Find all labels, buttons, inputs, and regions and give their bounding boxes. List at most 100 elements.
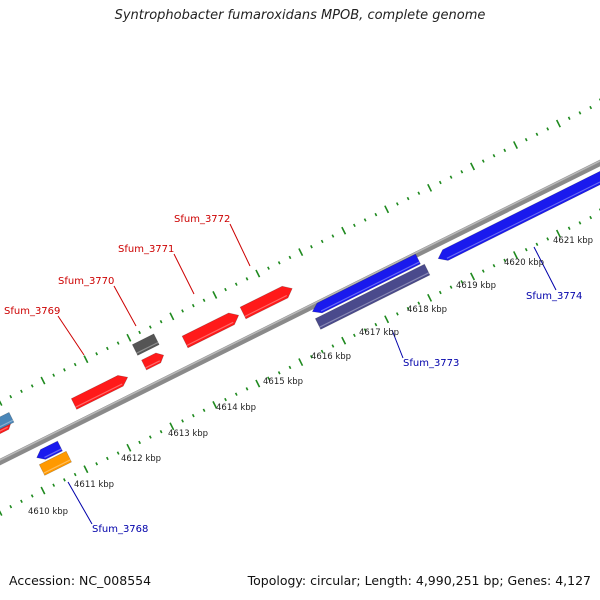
outer-ring-major-tick xyxy=(255,269,261,278)
outer-ring-major-tick xyxy=(126,333,132,342)
inner-ring-major-tick xyxy=(341,336,347,345)
outer-ring-minor-tick xyxy=(374,212,378,217)
gene-box-gray xyxy=(131,333,160,356)
outer-ring-minor-tick xyxy=(449,175,453,179)
outer-ring-major-tick xyxy=(427,183,433,192)
outer-ring-major-tick xyxy=(384,205,390,214)
inner-ring-minor-tick xyxy=(148,435,152,439)
outer-ring-minor-tick xyxy=(52,373,56,377)
inner-ring-major-tick xyxy=(40,486,46,495)
outer-ring-major-tick xyxy=(212,290,218,299)
outer-ring-minor-tick xyxy=(363,218,367,222)
inner-ring-minor-tick xyxy=(374,322,378,327)
outer-ring-minor-tick xyxy=(310,245,313,249)
outer-ring-minor-tick xyxy=(30,384,34,388)
inner-ring-major-tick xyxy=(212,400,218,409)
outer-ring-minor-tick xyxy=(245,277,249,281)
gene-labels: Sfum_3769 Sfum_3770 Sfum_3771 Sfum_3772 Sfum… xyxy=(4,214,582,535)
gene-arrow-forward xyxy=(181,312,240,349)
gene-label: Sfum_3772 xyxy=(174,214,230,225)
outer-ring-minor-tick xyxy=(395,202,399,206)
outer-ring-minor-tick xyxy=(589,105,593,110)
gene-label: Sfum_3771 xyxy=(118,244,174,255)
gene-box-orange xyxy=(38,450,72,476)
outer-ring-minor-tick xyxy=(353,223,356,228)
gene-label-leader xyxy=(391,329,404,359)
outer-ring-minor-tick xyxy=(148,325,152,329)
outer-ring-major-tick xyxy=(341,226,347,235)
inner-ring-major-tick xyxy=(512,251,518,259)
outer-ring-minor-tick xyxy=(234,282,238,286)
outer-ring-minor-tick xyxy=(535,132,539,137)
outer-ring-minor-tick xyxy=(138,330,141,335)
inner-ring-minor-tick xyxy=(320,349,324,354)
gene-arrow-reverse-highlight xyxy=(44,448,62,458)
outer-ring-minor-tick xyxy=(159,319,163,324)
label-leader-lines xyxy=(57,223,557,525)
inner-ring-minor-tick xyxy=(578,221,582,225)
inner-ring-minor-tick xyxy=(395,312,399,316)
tick-label: 4618 kbp xyxy=(407,305,447,315)
inner-ring-major-tick xyxy=(298,358,304,367)
outer-ring-minor-tick xyxy=(95,352,99,356)
inner-ring-minor-tick xyxy=(9,504,13,509)
tick-label: 4621 kbp xyxy=(553,236,593,246)
accession-text: Accession: NC_008554 xyxy=(9,573,152,588)
inner-ring-minor-tick xyxy=(191,413,195,418)
outer-ring-major-tick xyxy=(169,312,175,321)
gene-label-leader xyxy=(229,223,251,267)
inner-ring-minor-tick xyxy=(30,494,34,498)
inner-ring-minor-tick xyxy=(116,451,120,455)
outer-ring-major-tick xyxy=(512,141,518,149)
gene-arrow-reverse xyxy=(437,170,600,261)
inner-ring-minor-tick xyxy=(234,392,238,396)
inner-ring-minor-tick xyxy=(481,269,485,273)
inner-ring-minor-tick xyxy=(589,215,593,220)
outer-ring-minor-tick xyxy=(267,266,270,270)
inner-ring-minor-tick xyxy=(20,499,23,503)
gene-arrow-forward-highlight xyxy=(0,426,8,432)
inner-ring-minor-tick xyxy=(524,247,528,252)
tick-label: 4610 kbp xyxy=(28,507,68,517)
genome-backbone xyxy=(0,159,600,466)
inner-ring-minor-tick xyxy=(159,429,163,434)
outer-ring-minor-tick xyxy=(288,255,292,260)
gene-box-darkslate-highlight xyxy=(319,272,430,328)
inner-ring-minor-tick xyxy=(52,483,56,487)
tick-label: 4616 kbp xyxy=(311,352,351,362)
inner-ring-major-tick xyxy=(255,379,261,388)
gene-label: Sfum_3770 xyxy=(58,276,114,287)
inner-ring-minor-tick xyxy=(106,456,109,461)
gene-box-lightblue-highlight xyxy=(0,419,14,428)
tick-label: 4611 kbp xyxy=(74,480,114,490)
tick-label: 4617 kbp xyxy=(359,328,399,338)
gene-arrow-forward xyxy=(141,352,165,371)
tick-label: 4619 kbp xyxy=(456,281,496,291)
inner-ring-major-tick xyxy=(427,293,433,302)
outer-ring-minor-tick xyxy=(417,191,421,195)
inner-ring-minor-tick xyxy=(181,419,184,423)
tick-labels: 4610 kbp 4611 kbp 4612 kbp 4613 kbp 4614 kbp… xyxy=(28,236,593,517)
tick-label: 4620 kbp xyxy=(504,258,544,268)
outer-ring-minor-tick xyxy=(191,303,195,308)
outer-ring-minor-tick xyxy=(20,389,23,393)
gene-label: Sfum_3773 xyxy=(403,358,459,369)
gene-arrow-forward-highlight xyxy=(75,383,123,408)
tick-label: 4614 kbp xyxy=(216,403,256,413)
tick-label: 4612 kbp xyxy=(121,454,161,464)
inner-ring-minor-tick xyxy=(503,258,507,263)
inner-ring-minor-tick xyxy=(73,472,77,477)
outer-ring-minor-tick xyxy=(460,170,464,174)
outer-ring-minor-tick xyxy=(567,116,571,120)
inner-ring-major-tick xyxy=(555,229,561,238)
inner-ring-major-tick xyxy=(83,465,89,474)
inner-ring-minor-tick xyxy=(63,478,66,482)
outer-ring-minor-tick xyxy=(181,309,184,313)
outer-ring-minor-tick xyxy=(224,287,227,292)
outer-ring-major-tick xyxy=(298,248,304,257)
inner-ring-major-tick xyxy=(470,272,476,281)
tick-label: 4613 kbp xyxy=(168,429,208,439)
inner-ring-minor-tick xyxy=(331,344,335,348)
genome-backbone-highlight xyxy=(0,160,600,461)
